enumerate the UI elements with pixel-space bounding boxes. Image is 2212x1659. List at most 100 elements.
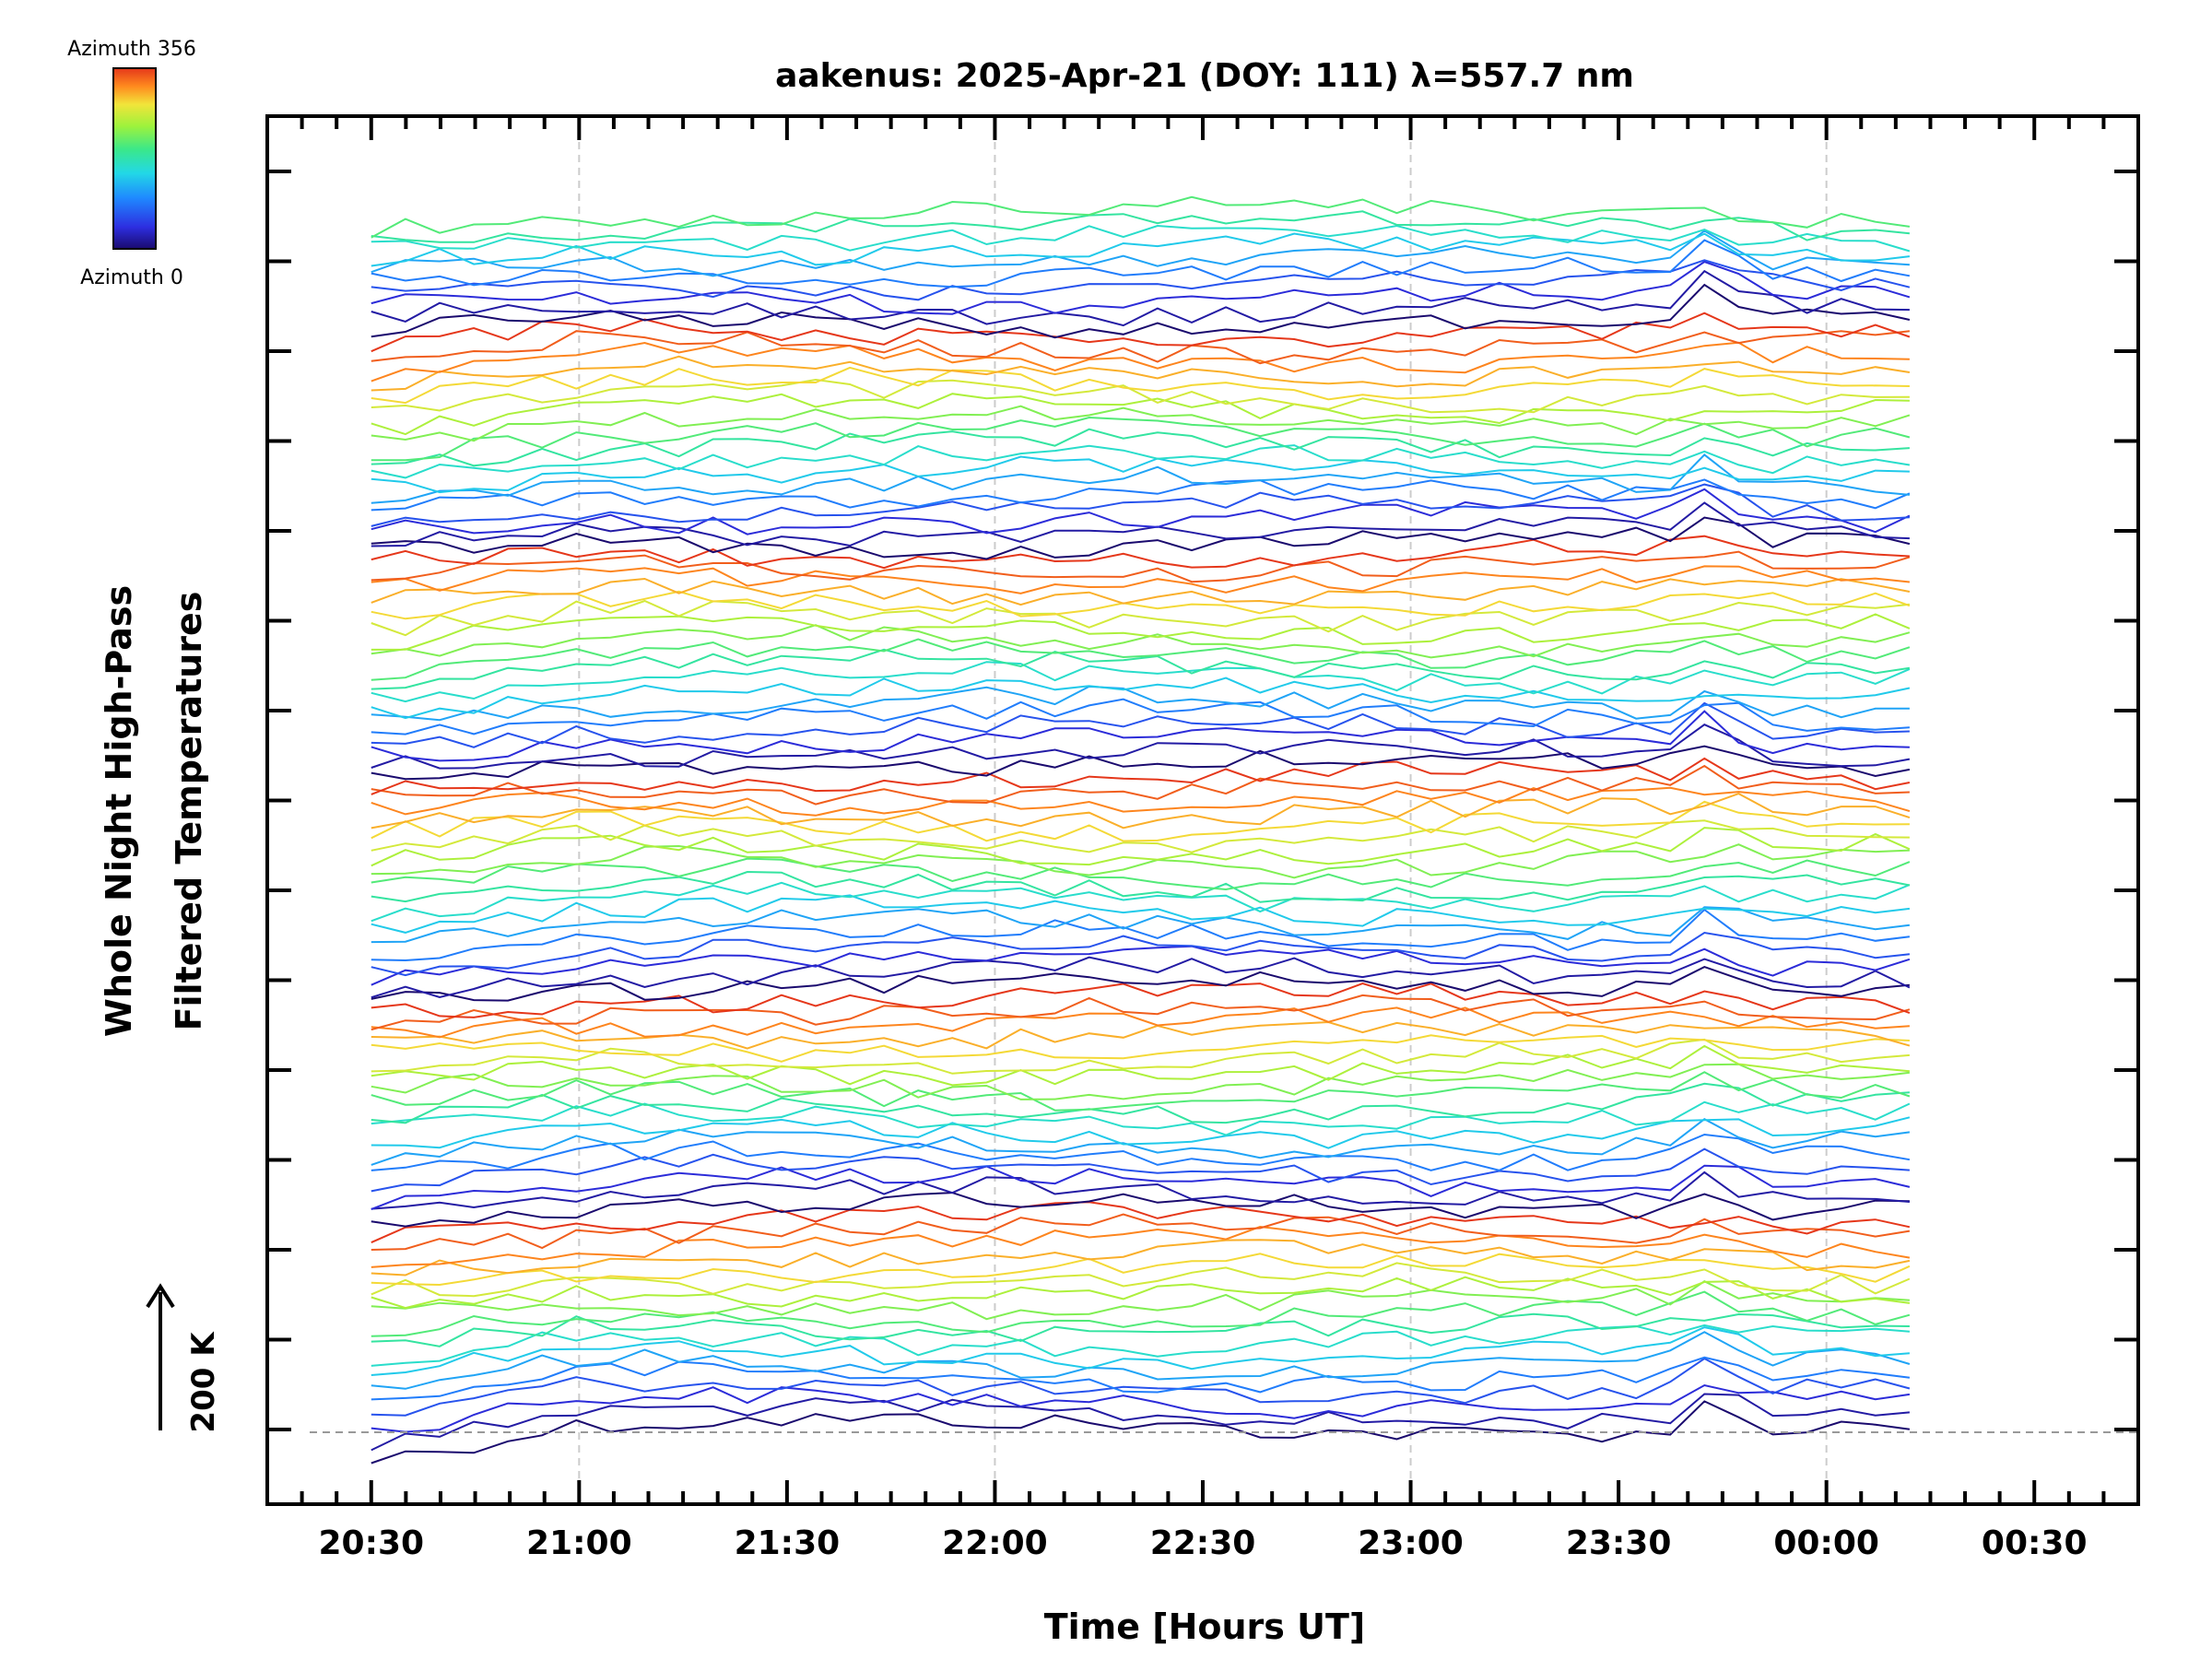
x-tick-label: 00:00 [1773, 1524, 1879, 1562]
x-tick-label: 20:30 [318, 1524, 424, 1562]
series-line-79 [371, 444, 1911, 479]
series-line-47 [371, 827, 1911, 867]
series-line-93 [371, 259, 1911, 301]
series-line-96 [371, 232, 1911, 267]
series-line-28 [371, 1063, 1911, 1100]
series-line-5 [371, 1331, 1911, 1390]
series-line-44 [371, 870, 1911, 903]
series-line-3 [371, 1357, 1911, 1417]
series-line-55 [371, 724, 1911, 770]
series-line-29 [371, 1044, 1910, 1087]
series-line-74 [371, 488, 1911, 535]
series-line-34 [371, 994, 1911, 1031]
series-line-75 [371, 483, 1910, 527]
x-tick-label: 21:30 [735, 1524, 841, 1562]
series-line-66 [371, 599, 1911, 637]
series-line-25 [371, 1100, 1911, 1136]
series-line-40 [371, 908, 1911, 962]
series-line-59 [371, 685, 1910, 722]
colorbar-bottom-label: Azimuth 0 [80, 266, 183, 289]
chart-title: aakenus: 2025-Apr-21 (DOY: 111) λ=557.7 … [775, 57, 1634, 95]
series-line-2 [371, 1383, 1911, 1433]
series-line-17 [371, 1201, 1911, 1244]
series-line-6 [371, 1326, 1910, 1376]
series-line-19 [371, 1171, 1910, 1210]
series-line-69 [371, 565, 1911, 594]
series-line-86 [371, 355, 1911, 392]
series-line-14 [371, 1239, 1911, 1277]
series-line-68 [371, 577, 1911, 606]
scale-bar-label: 200 K [185, 1331, 222, 1433]
series-line-7 [371, 1324, 1910, 1367]
series-line-85 [371, 366, 1910, 405]
series-line-4 [371, 1356, 1911, 1401]
series-line-91 [371, 269, 1910, 327]
x-tick-labels: 20:30 21:00 21:30 22:00 22:30 23:00 23:30 00:00… [318, 1524, 2087, 1562]
series-line-30 [371, 1038, 1910, 1075]
series-line-22 [371, 1133, 1911, 1171]
series-line-9 [371, 1290, 1911, 1337]
series-line-10 [371, 1280, 1910, 1321]
series-line-87 [371, 341, 1910, 382]
series-line-62 [371, 648, 1911, 690]
series-line-99 [371, 195, 1911, 239]
series-line-60 [371, 677, 1911, 720]
series-line-46 [371, 843, 1910, 879]
series-line-53 [371, 757, 1911, 795]
y-axis-label-line1: Whole Night High-Pass [99, 585, 139, 1037]
series-line-31 [371, 1034, 1910, 1063]
series-line-1 [371, 1393, 1910, 1452]
series-line-20 [371, 1164, 1911, 1211]
series-line-48 [371, 819, 1910, 853]
series-line-84 [371, 378, 1910, 414]
colorbar-top-label: Azimuth 356 [67, 38, 196, 61]
series-line-88 [371, 330, 1911, 365]
series-line-71 [371, 535, 1910, 570]
series-line-21 [371, 1147, 1910, 1193]
series-group [371, 195, 1911, 1465]
series-line-45 [371, 857, 1911, 891]
series-line-52 [371, 764, 1910, 806]
series-line-56 [371, 710, 1910, 762]
series-line-76 [371, 478, 1911, 512]
colorbar [112, 67, 157, 250]
series-line-26 [371, 1082, 1910, 1124]
series-line-18 [371, 1192, 1910, 1228]
series-line-43 [371, 881, 1911, 923]
series-line-39 [371, 931, 1911, 977]
series-line-23 [371, 1118, 1911, 1166]
x-axis-label: Time [Hours UT] [1044, 1606, 1366, 1647]
series-line-73 [371, 501, 1910, 547]
series-line-41 [371, 906, 1911, 944]
series-line-24 [371, 1116, 1911, 1149]
series-line-11 [371, 1276, 1911, 1310]
x-tick-label: 23:30 [1566, 1524, 1672, 1562]
series-line-38 [371, 945, 1911, 986]
series-line-94 [371, 239, 1911, 288]
series-line-16 [371, 1213, 1911, 1251]
series-line-57 [371, 701, 1910, 748]
series-line-13 [371, 1253, 1911, 1287]
series-line-32 [371, 1020, 1911, 1050]
series-line-89 [371, 312, 1911, 353]
x-tick-label: 22:00 [942, 1524, 1048, 1562]
series-line-83 [371, 393, 1910, 436]
axis-ticks [265, 116, 2140, 1504]
series-line-82 [371, 405, 1911, 442]
series-line-37 [371, 956, 1911, 999]
series-line-49 [371, 800, 1910, 842]
series-line-65 [371, 613, 1911, 651]
series-line-51 [371, 786, 1911, 817]
series-line-78 [371, 455, 1910, 494]
x-tick-label: 22:30 [1150, 1524, 1256, 1562]
series-line-80 [371, 428, 1910, 467]
series-line-61 [371, 661, 1911, 703]
series-line-42 [371, 894, 1911, 934]
series-line-63 [371, 638, 1911, 681]
series-line-58 [371, 698, 1910, 735]
x-tick-label: 23:00 [1358, 1524, 1464, 1562]
series-line-15 [371, 1225, 1911, 1268]
series-line-8 [371, 1312, 1910, 1347]
series-line-81 [371, 416, 1911, 462]
